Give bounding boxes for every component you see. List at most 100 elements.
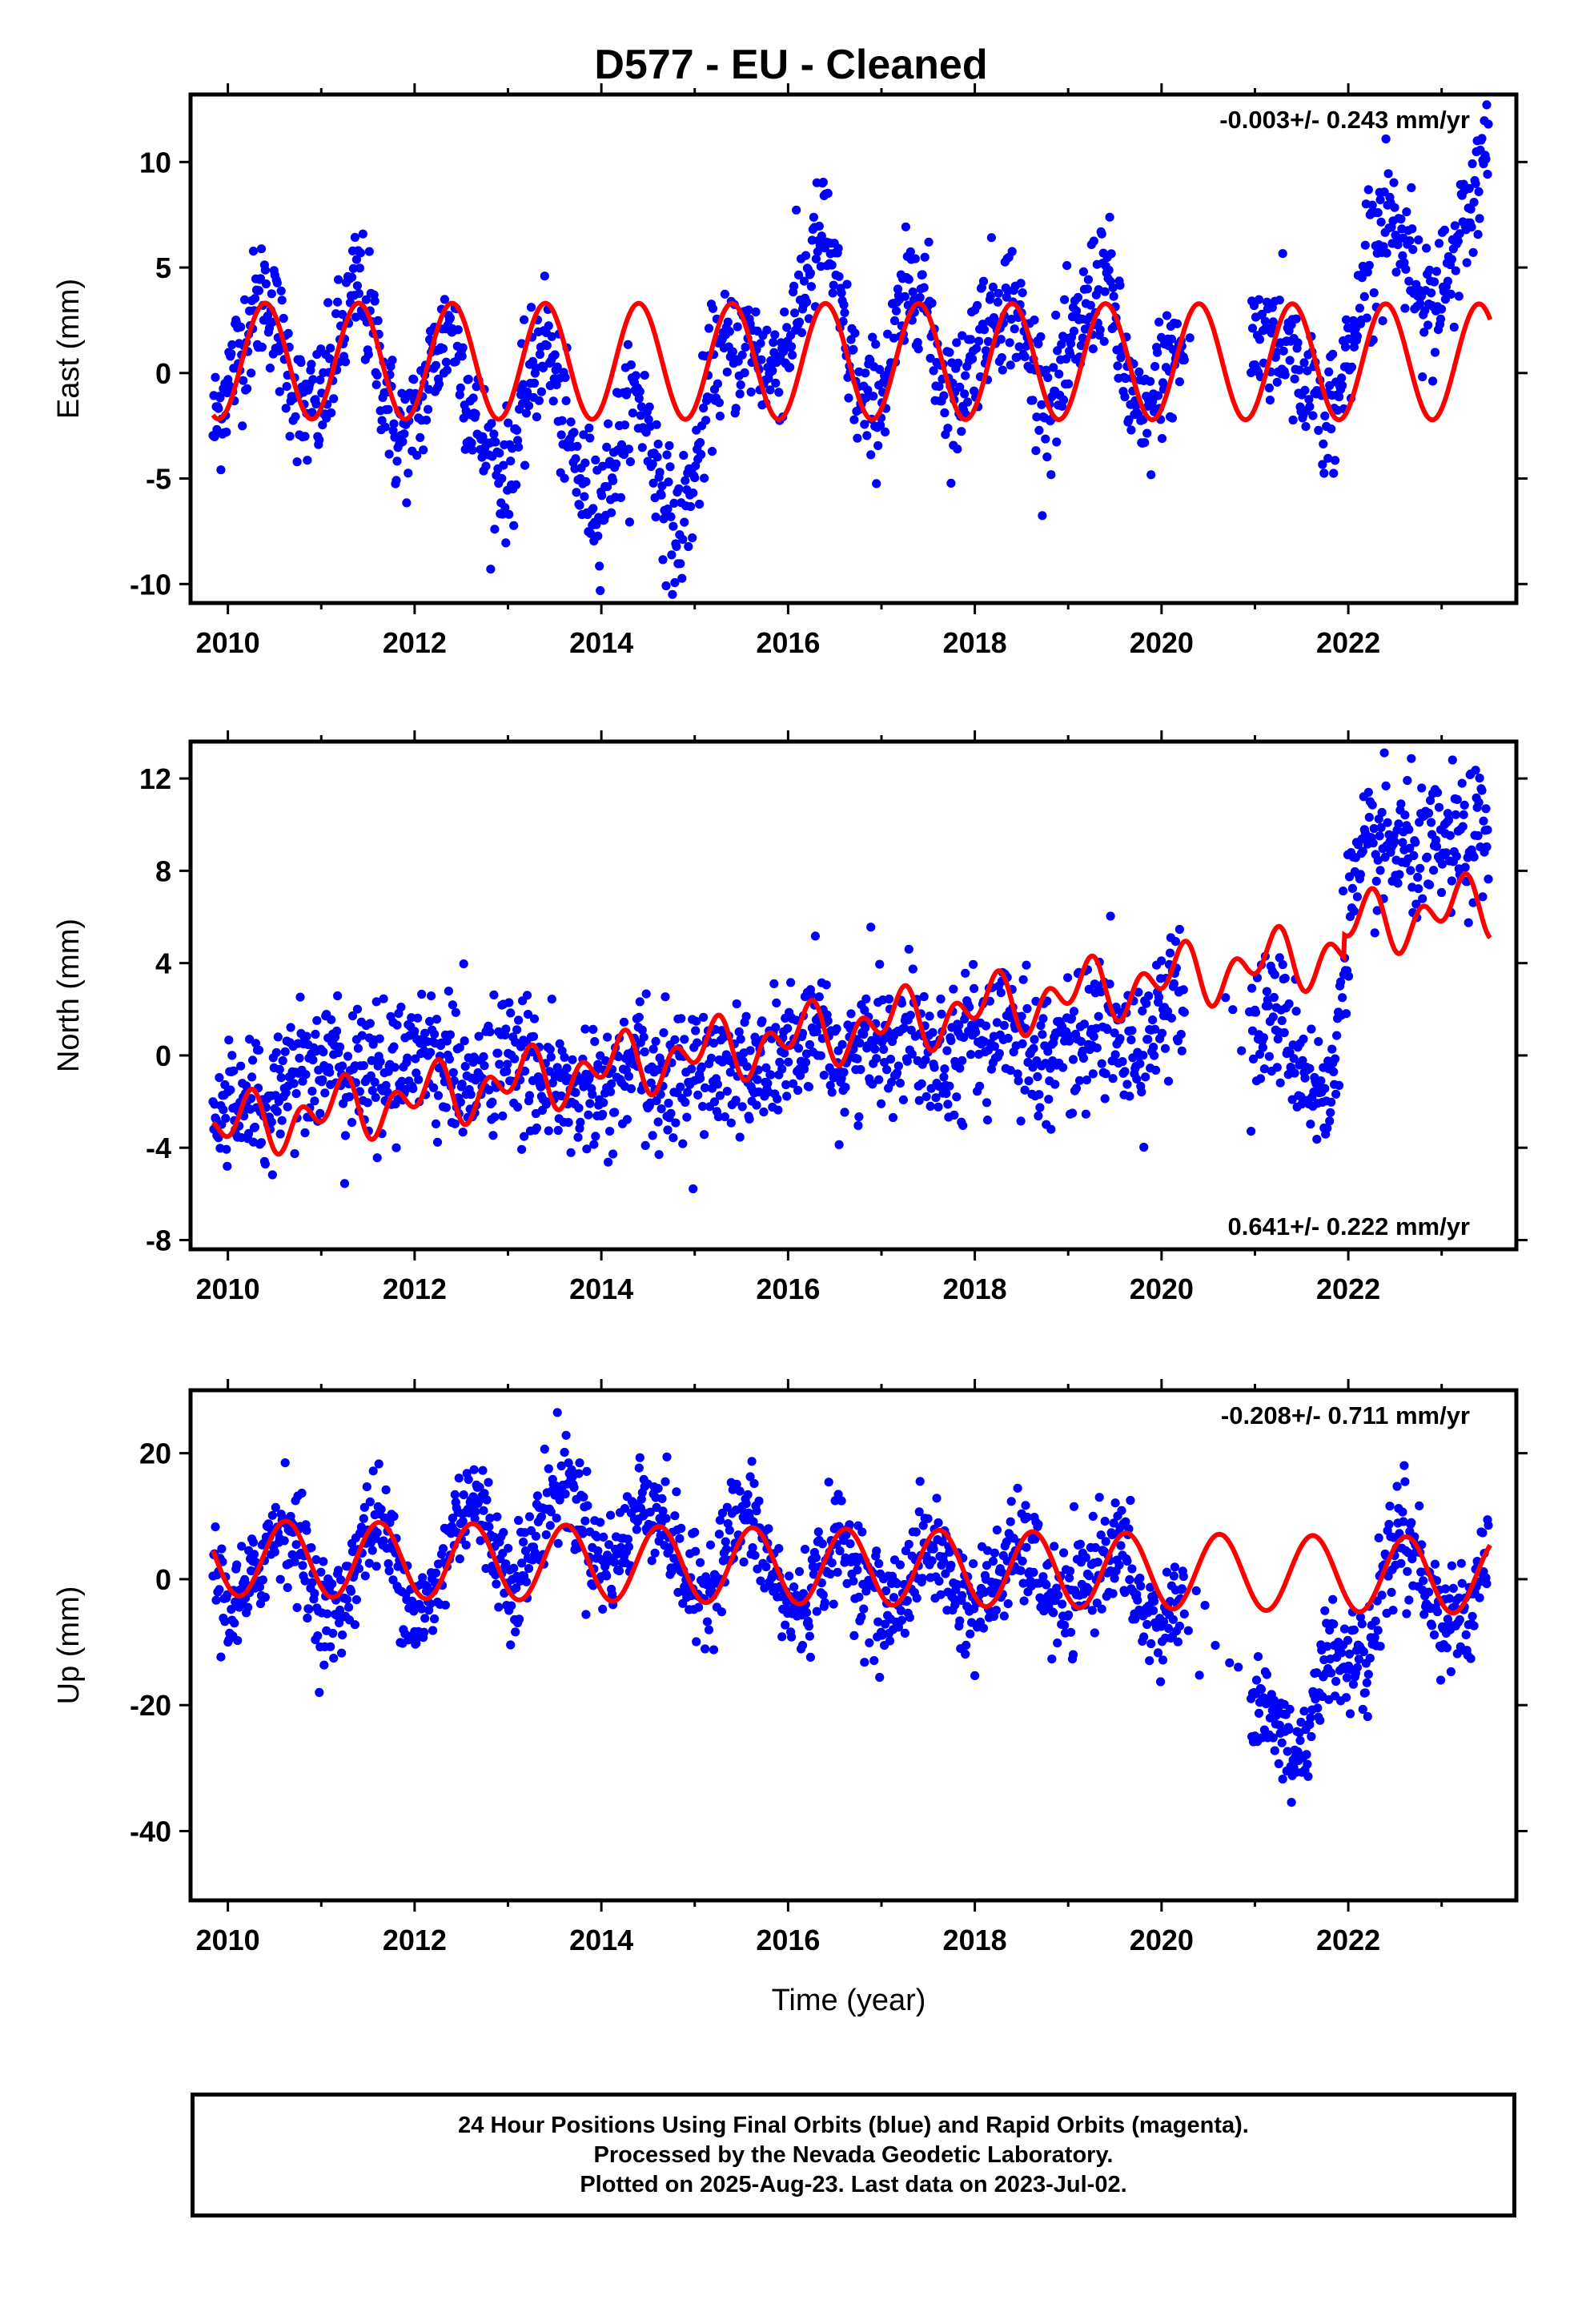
data-point (753, 1075, 762, 1084)
data-point (725, 1526, 734, 1535)
data-point (938, 1537, 947, 1546)
data-point (402, 498, 412, 508)
data-point (336, 1575, 346, 1585)
data-point (725, 1068, 735, 1077)
data-point (753, 1564, 762, 1574)
data-point (308, 375, 318, 384)
data-point (1404, 1595, 1414, 1605)
data-point (1264, 383, 1274, 392)
data-point (1381, 781, 1391, 791)
data-point (961, 968, 970, 978)
data-point (1352, 332, 1362, 341)
data-point (1471, 179, 1480, 188)
data-point (757, 355, 766, 364)
data-point (1305, 402, 1315, 412)
data-point (653, 440, 663, 449)
data-point (679, 451, 689, 460)
data-point (1409, 850, 1419, 860)
data-point (1429, 1630, 1439, 1640)
data-point (1284, 1724, 1294, 1735)
data-point (1478, 892, 1488, 902)
data-point (431, 1568, 441, 1578)
data-point (578, 1529, 588, 1538)
data-point (335, 1042, 345, 1051)
data-point (1010, 324, 1019, 334)
data-point (1089, 236, 1098, 246)
data-point (999, 1611, 1009, 1621)
data-point (327, 1579, 337, 1589)
data-point (488, 1097, 497, 1107)
data-point (1075, 1539, 1085, 1549)
data-point (1279, 1027, 1289, 1038)
data-point (222, 1144, 231, 1154)
data-point (214, 404, 223, 413)
data-point (1320, 411, 1330, 421)
data-point (737, 1102, 747, 1112)
data-point (255, 274, 266, 283)
data-point (793, 1085, 803, 1096)
data-point (896, 1606, 905, 1615)
data-point (992, 1018, 1002, 1027)
data-point (308, 1055, 318, 1065)
data-point (1375, 831, 1384, 841)
data-point (958, 1590, 967, 1600)
data-point (367, 1055, 376, 1065)
data-point (1323, 1642, 1332, 1651)
data-point (812, 1606, 821, 1616)
data-point (1059, 395, 1069, 404)
data-point (937, 1009, 946, 1019)
data-point (479, 1506, 488, 1515)
data-point (861, 368, 870, 378)
data-point (678, 1139, 688, 1148)
data-point (874, 1075, 884, 1084)
x-tick-label: 2014 (569, 626, 633, 659)
x-tick-label: 2020 (1130, 626, 1194, 659)
data-point (481, 461, 491, 471)
data-point (797, 1641, 808, 1651)
x-axis-label: Time (year) (772, 1984, 926, 2017)
data-point (1157, 434, 1167, 444)
data-point (764, 1524, 773, 1534)
data-point (1424, 1587, 1434, 1597)
data-point (1290, 1068, 1299, 1078)
data-point (227, 1051, 237, 1060)
data-point (475, 1482, 484, 1492)
data-point (861, 393, 871, 403)
data-point (484, 1522, 494, 1532)
data-point (861, 1023, 870, 1032)
data-point (805, 1039, 815, 1050)
data-point (1142, 1619, 1152, 1630)
data-point (574, 1104, 584, 1113)
data-point (1302, 1750, 1311, 1759)
data-point (215, 393, 225, 403)
data-point (805, 1652, 816, 1662)
data-point (862, 431, 872, 440)
data-point (300, 432, 310, 441)
data-point (1225, 1658, 1235, 1667)
data-point (1426, 795, 1435, 806)
data-point (934, 1518, 943, 1528)
data-point (884, 994, 894, 1004)
data-point (229, 1066, 239, 1076)
data-point (1258, 1043, 1267, 1052)
data-point (510, 1054, 520, 1063)
data-point (1145, 1656, 1154, 1666)
data-point (211, 372, 220, 382)
data-point (692, 1637, 701, 1647)
data-point (827, 260, 837, 270)
data-point (1022, 960, 1031, 970)
data-point (1395, 870, 1404, 879)
data-point (561, 1430, 571, 1440)
data-point (885, 1055, 896, 1064)
data-point (318, 420, 327, 430)
data-point (912, 1594, 921, 1603)
data-point (1407, 1518, 1416, 1527)
data-point (1104, 265, 1114, 275)
data-point (307, 360, 316, 369)
data-point (1295, 1735, 1305, 1745)
data-point (1339, 1624, 1350, 1634)
data-point (811, 1553, 821, 1562)
data-point (972, 344, 982, 353)
data-point (1278, 959, 1287, 970)
